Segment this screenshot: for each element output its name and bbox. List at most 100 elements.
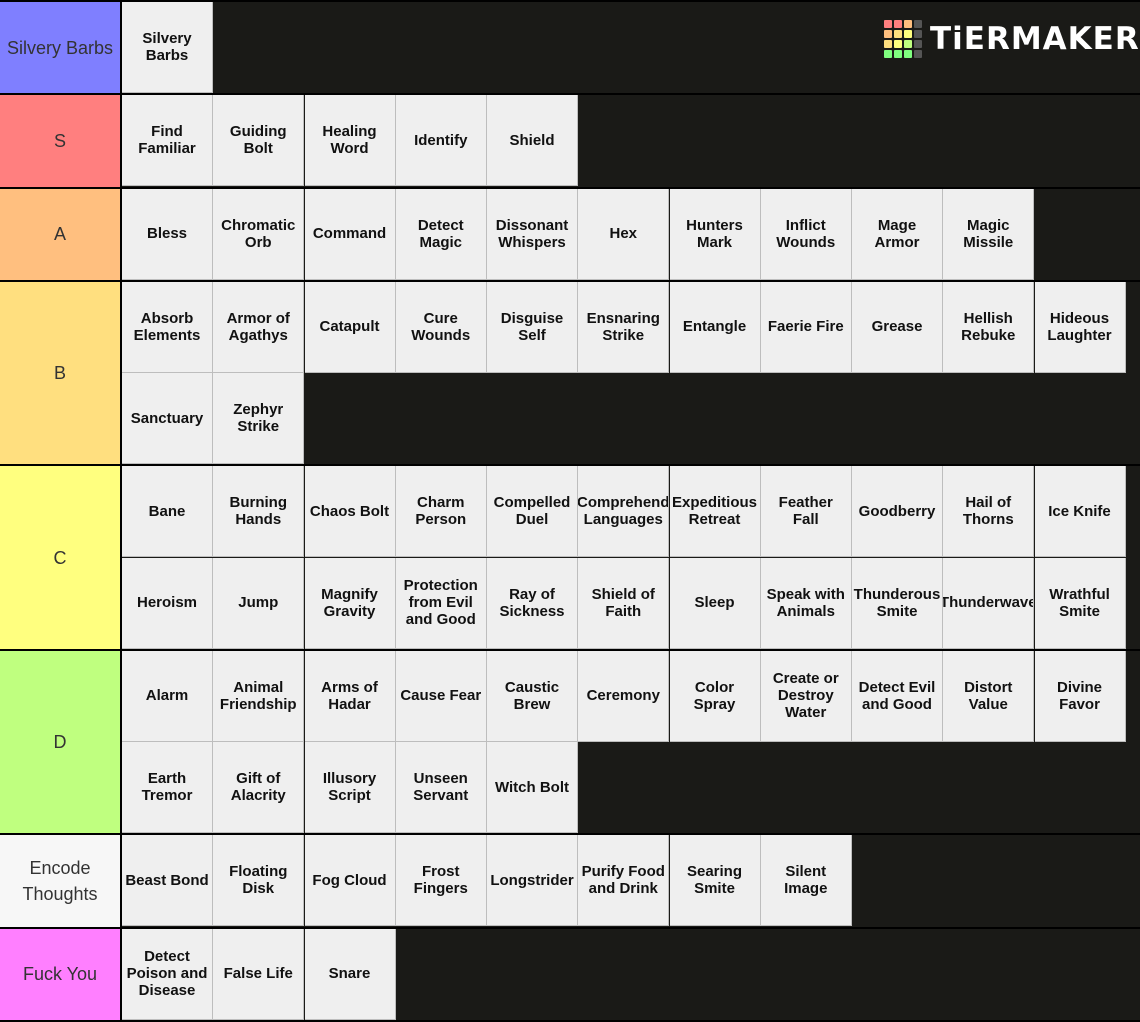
tier-label[interactable]: S: [0, 95, 122, 187]
tier-item[interactable]: Caustic Brew: [487, 650, 578, 742]
tier-item[interactable]: Detect Poison and Disease: [122, 928, 213, 1020]
tier-item[interactable]: Charm Person: [395, 466, 487, 558]
tier-item[interactable]: Bless: [122, 188, 213, 280]
tier-item[interactable]: Gift of Alacrity: [213, 742, 305, 833]
tier-items: Absorb Elements Armor of Agathys Catapult C…: [122, 281, 1138, 465]
tier-item[interactable]: Comprehend Languages: [578, 466, 670, 558]
tier-label[interactable]: Fuck You: [0, 928, 122, 1020]
tier-item[interactable]: Thunderous Smite: [852, 557, 943, 649]
tier-item[interactable]: Hail of Thorns: [943, 466, 1035, 558]
tier-item[interactable]: Illusory Script: [304, 742, 396, 833]
logo-grid-square: [894, 40, 902, 48]
tier-row: Silvery Barbs Silvery Barbs: [0, 0, 1140, 96]
tier-item[interactable]: Floating Disk: [213, 835, 305, 927]
logo-grid-square: [884, 40, 892, 48]
logo-grid-square: [914, 40, 922, 48]
tier-item[interactable]: Longstrider: [487, 835, 578, 927]
tier-item[interactable]: Detect Magic: [395, 188, 487, 280]
tier-label[interactable]: C: [0, 466, 122, 649]
tier-row: A Bless Chromatic Orb Command Detect Magic Di…: [0, 188, 1140, 282]
tier-item[interactable]: Cause Fear: [395, 650, 487, 742]
tier-label[interactable]: A: [0, 188, 122, 280]
tier-item[interactable]: Grease: [852, 281, 943, 373]
tier-item[interactable]: Feather Fall: [760, 466, 852, 558]
tier-item[interactable]: Wrathful Smite: [1034, 557, 1126, 649]
tier-item[interactable]: Hellish Rebuke: [943, 281, 1035, 373]
tier-item[interactable]: Chromatic Orb: [213, 188, 305, 280]
tier-items: Bane Burning Hands Chaos Bolt Charm Person C…: [122, 466, 1138, 649]
tier-item[interactable]: Chaos Bolt: [304, 466, 396, 558]
tier-item[interactable]: Zephyr Strike: [213, 373, 305, 464]
tier-item[interactable]: Ice Knife: [1034, 466, 1126, 558]
logo-grid-square: [894, 20, 902, 28]
tier-item[interactable]: Purify Food and Drink: [578, 835, 670, 927]
tier-item[interactable]: Healing Word: [304, 95, 396, 187]
tier-item[interactable]: Hex: [578, 188, 670, 280]
tier-item[interactable]: Find Familiar: [122, 95, 213, 187]
tier-item[interactable]: False Life: [213, 928, 305, 1020]
tier-item[interactable]: Color Spray: [669, 650, 761, 742]
tier-items: Detect Poison and Disease False Life Snare: [122, 928, 1138, 1020]
tier-item[interactable]: Magic Missile: [943, 188, 1035, 280]
tier-item[interactable]: Ray of Sickness: [487, 557, 578, 649]
tier-item[interactable]: Silvery Barbs: [122, 2, 213, 93]
tier-label[interactable]: Silvery Barbs: [0, 2, 122, 94]
logo-grid-square: [904, 20, 912, 28]
tier-item[interactable]: Earth Tremor: [122, 742, 213, 833]
tier-item[interactable]: Protection from Evil and Good: [395, 557, 487, 649]
tier-item[interactable]: Distort Value: [943, 650, 1035, 742]
tier-item[interactable]: Alarm: [122, 650, 213, 742]
tier-item[interactable]: Sanctuary: [122, 373, 213, 464]
tier-item[interactable]: Entangle: [669, 281, 761, 373]
tier-item[interactable]: Compelled Duel: [487, 466, 578, 558]
tier-item[interactable]: Searing Smite: [669, 835, 761, 927]
tier-item[interactable]: Witch Bolt: [487, 742, 578, 833]
tier-item[interactable]: Snare: [304, 928, 396, 1020]
tier-item[interactable]: Guiding Bolt: [213, 95, 305, 187]
tier-item[interactable]: Animal Friendship: [213, 650, 305, 742]
tier-item[interactable]: Unseen Servant: [395, 742, 487, 833]
tier-item[interactable]: Frost Fingers: [395, 835, 487, 927]
tier-label[interactable]: D: [0, 650, 122, 834]
tier-item[interactable]: Mage Armor: [852, 188, 943, 280]
tiermaker-logo: TiERMAKER: [884, 20, 1140, 58]
tier-item[interactable]: Ensnaring Strike: [578, 281, 670, 373]
tier-item[interactable]: Heroism: [122, 557, 213, 649]
tier-item[interactable]: Sleep: [669, 557, 761, 649]
tier-item[interactable]: Hunters Mark: [669, 188, 761, 280]
tier-item[interactable]: Armor of Agathys: [213, 281, 305, 373]
tier-item[interactable]: Absorb Elements: [122, 281, 213, 373]
tier-item[interactable]: Command: [304, 188, 396, 280]
tier-item[interactable]: Faerie Fire: [760, 281, 852, 373]
tier-item[interactable]: Expeditious Retreat: [669, 466, 761, 558]
tier-item[interactable]: Create or Destroy Water: [760, 650, 852, 742]
tier-item[interactable]: Disguise Self: [487, 281, 578, 373]
tier-item[interactable]: Identify: [395, 95, 487, 187]
tier-label[interactable]: Encode Thoughts: [0, 835, 122, 927]
tier-item[interactable]: Hideous Laughter: [1034, 281, 1126, 373]
tier-item[interactable]: Silent Image: [760, 835, 852, 927]
tier-item[interactable]: Goodberry: [852, 466, 943, 558]
tier-item[interactable]: Detect Evil and Good: [852, 650, 943, 742]
tier-item[interactable]: Arms of Hadar: [304, 650, 396, 742]
tier-item[interactable]: Bane: [122, 466, 213, 558]
tier-item[interactable]: Speak with Animals: [760, 557, 852, 649]
logo-grid-square: [904, 30, 912, 38]
tier-item[interactable]: Inflict Wounds: [760, 188, 852, 280]
tier-item[interactable]: Dissonant Whispers: [487, 188, 578, 280]
tier-item[interactable]: Fog Cloud: [304, 835, 396, 927]
tier-item[interactable]: Magnify Gravity: [304, 557, 396, 649]
tier-item[interactable]: Cure Wounds: [395, 281, 487, 373]
tier-item[interactable]: Jump: [213, 557, 305, 649]
tier-item[interactable]: Burning Hands: [213, 466, 305, 558]
tier-item[interactable]: Divine Favor: [1034, 650, 1126, 742]
tier-item[interactable]: Thunderwave: [943, 557, 1035, 649]
tier-item[interactable]: Shield: [487, 95, 578, 187]
tier-label[interactable]: B: [0, 281, 122, 465]
logo-grid-square: [914, 50, 922, 58]
tiermaker-logo-text: TiERMAKER: [930, 21, 1140, 57]
tier-item[interactable]: Shield of Faith: [578, 557, 670, 649]
tier-item[interactable]: Beast Bond: [122, 835, 213, 927]
tier-item[interactable]: Ceremony: [578, 650, 670, 742]
tier-item[interactable]: Catapult: [304, 281, 396, 373]
